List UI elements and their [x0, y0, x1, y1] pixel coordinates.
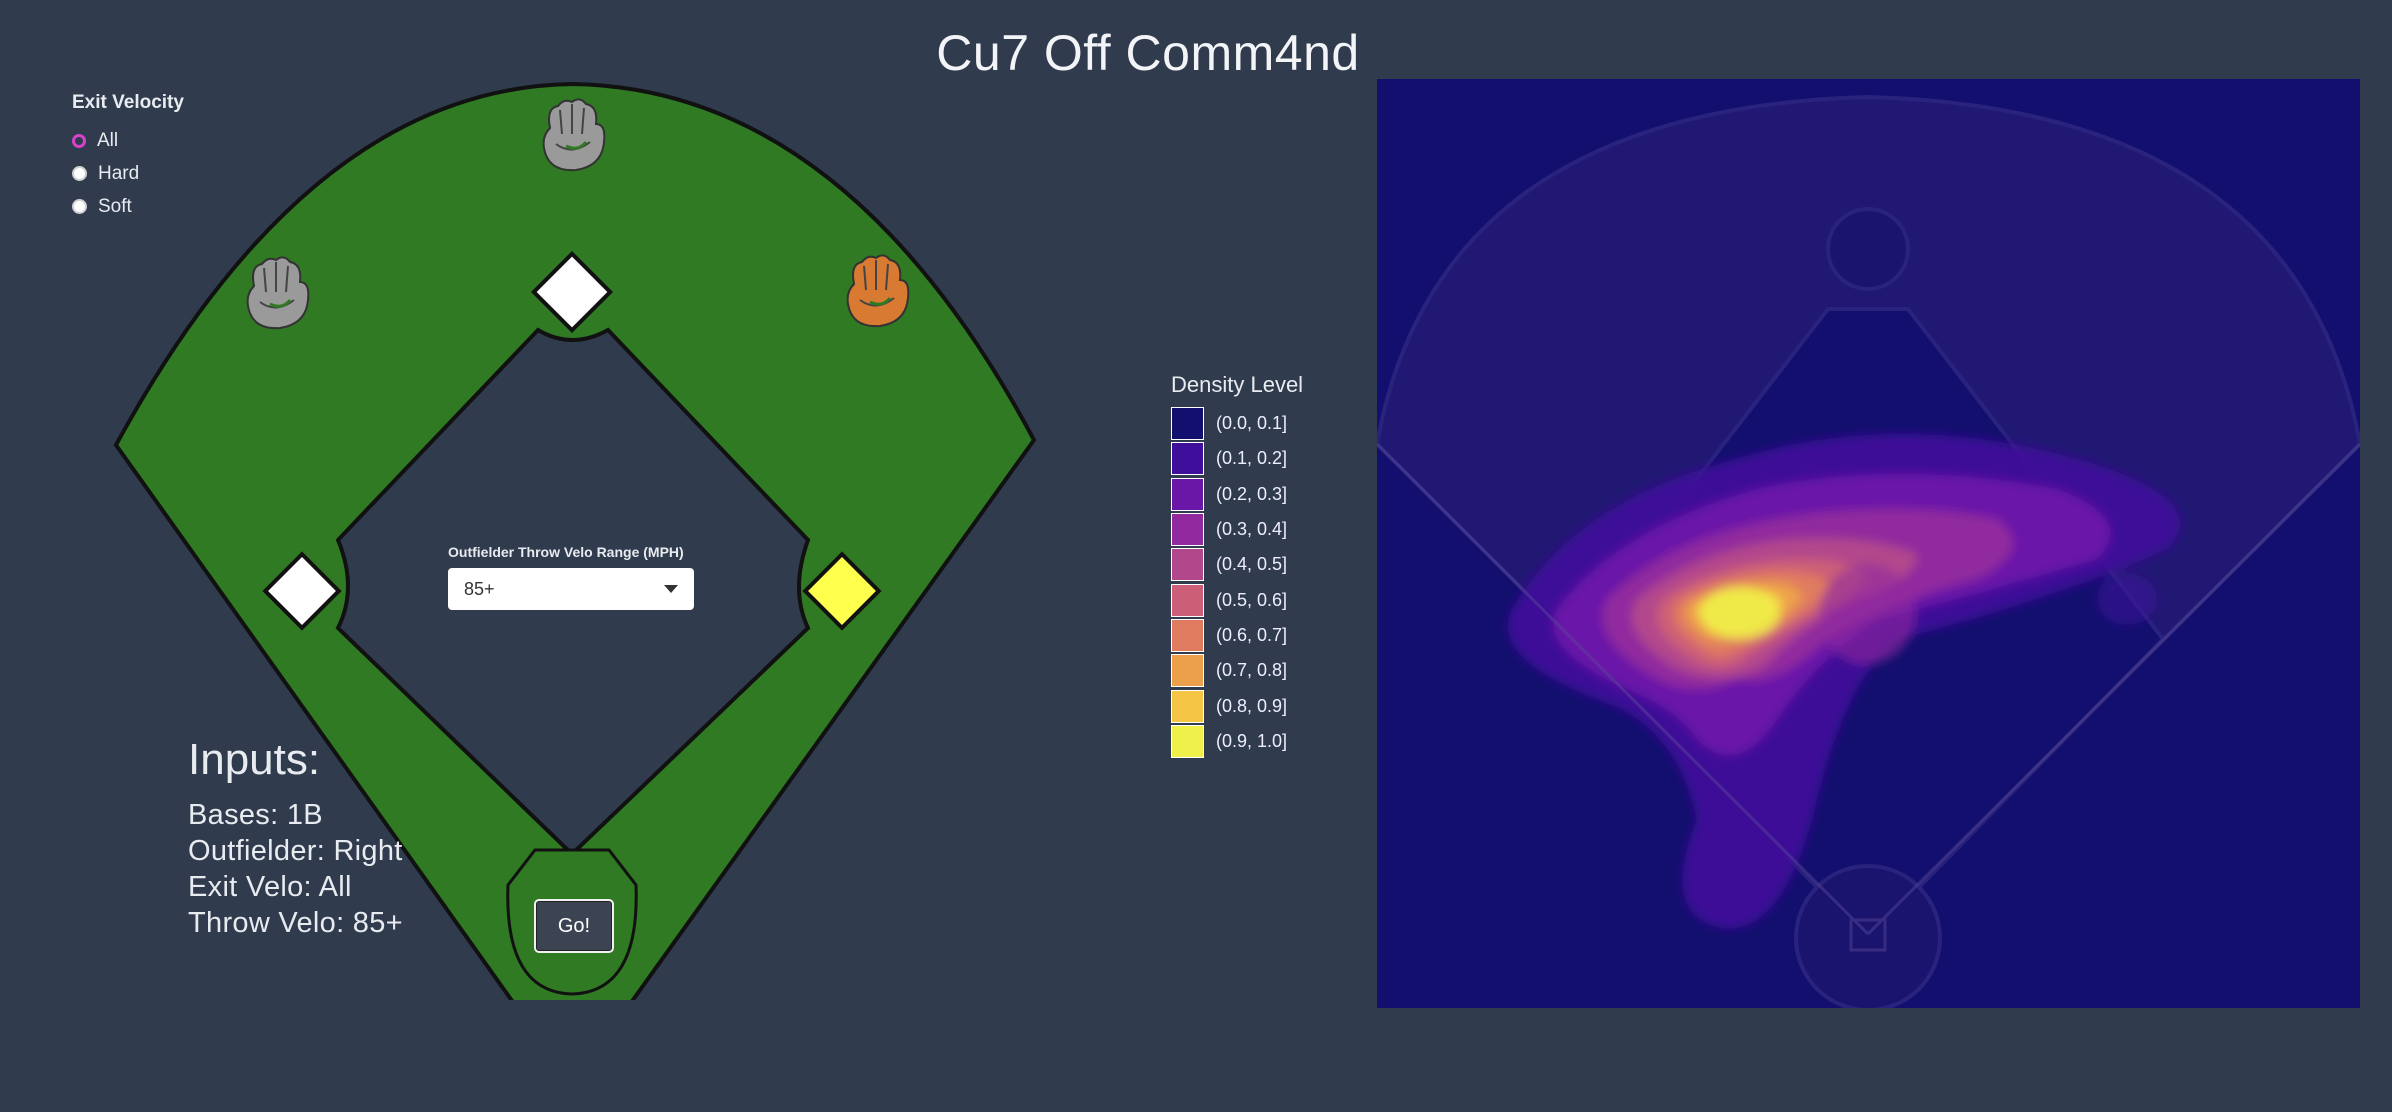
- legend-item: (0.8, 0.9]: [1171, 688, 1303, 723]
- legend-swatch: [1171, 689, 1204, 723]
- exit-velocity-radio-group: Exit Velocity All Hard Soft: [72, 92, 184, 223]
- legend-label: (0.1, 0.2]: [1216, 448, 1288, 469]
- legend-swatch: [1171, 477, 1204, 511]
- inputs-summary: Inputs: Bases: 1B Outfielder: Right Exit…: [188, 735, 403, 941]
- inputs-outfielder: Outfielder: Right: [188, 835, 403, 867]
- exit-velocity-heading: Exit Velocity: [72, 92, 184, 113]
- inputs-heading: Inputs:: [188, 735, 321, 784]
- throw-velo-control: Outfielder Throw Velo Range (MPH) 85+: [448, 544, 694, 610]
- first-base: [802, 551, 882, 631]
- legend-label: (0.3, 0.4]: [1216, 519, 1288, 540]
- legend-swatch: [1171, 513, 1204, 547]
- legend-item: (0.9, 1.0]: [1171, 724, 1303, 759]
- legend-label: (0.2, 0.3]: [1216, 483, 1288, 504]
- legend-swatch: [1171, 618, 1204, 652]
- density-contours: [1507, 434, 2181, 929]
- legend-item: (0.0, 0.1]: [1171, 406, 1303, 441]
- legend-swatch: [1171, 654, 1204, 688]
- go-button[interactable]: Go!: [534, 899, 614, 953]
- density-heatmap: [1377, 79, 2360, 1008]
- legend-swatch: [1171, 583, 1204, 617]
- exit-velocity-option-hard[interactable]: Hard: [72, 157, 184, 190]
- exit-velocity-option-all[interactable]: All: [72, 124, 184, 157]
- legend-label: (0.9, 1.0]: [1216, 730, 1288, 751]
- legend-item: (0.5, 0.6]: [1171, 582, 1303, 617]
- throw-velo-select[interactable]: 85+: [448, 568, 694, 610]
- legend-label: (0.4, 0.5]: [1216, 554, 1288, 575]
- baseball-field: [113, 81, 1037, 1000]
- legend-label: (0.5, 0.6]: [1216, 589, 1288, 610]
- legend-item: (0.6, 0.7]: [1171, 618, 1303, 653]
- radio-label-all: All: [97, 129, 119, 151]
- radio-label-hard: Hard: [98, 162, 140, 184]
- throw-velo-label: Outfielder Throw Velo Range (MPH): [448, 544, 684, 560]
- foul-lines-overlay: [1377, 442, 2360, 952]
- legend-label: (0.8, 0.9]: [1216, 695, 1288, 716]
- radio-hard[interactable]: [72, 166, 87, 181]
- exit-velocity-option-soft[interactable]: Soft: [72, 190, 184, 223]
- inputs-exit-velo: Exit Velo: All: [188, 871, 352, 903]
- second-base: [530, 250, 614, 334]
- legend-label: (0.7, 0.8]: [1216, 660, 1288, 681]
- legend-item: (0.1, 0.2]: [1171, 441, 1303, 476]
- left-fielder-glove-icon[interactable]: [246, 255, 310, 330]
- app-title: Cu7 Off Comm4nd: [936, 25, 1360, 81]
- caret-down-icon: [664, 585, 678, 593]
- density-legend: Density Level (0.0, 0.1] (0.1, 0.2] (0.2…: [1171, 372, 1303, 759]
- legend-swatch: [1171, 724, 1204, 758]
- radio-label-soft: Soft: [98, 195, 132, 217]
- legend-label: (0.6, 0.7]: [1216, 624, 1288, 645]
- legend-item: (0.3, 0.4]: [1171, 512, 1303, 547]
- legend-title: Density Level: [1171, 372, 1304, 397]
- legend-item: (0.7, 0.8]: [1171, 653, 1303, 688]
- legend-swatch: [1171, 548, 1204, 582]
- center-fielder-glove-icon[interactable]: [542, 97, 606, 172]
- legend-swatch: [1171, 442, 1204, 476]
- legend-item: (0.4, 0.5]: [1171, 547, 1303, 582]
- legend-swatch: [1171, 407, 1204, 441]
- inputs-bases: Bases: 1B: [188, 799, 323, 831]
- legend-item: (0.2, 0.3]: [1171, 477, 1303, 512]
- radio-all[interactable]: [72, 133, 86, 148]
- radio-soft[interactable]: [72, 199, 87, 214]
- inputs-throw-velo: Throw Velo: 85+: [188, 907, 403, 939]
- third-base: [262, 551, 342, 631]
- legend-label: (0.0, 0.1]: [1216, 413, 1288, 434]
- throw-velo-value: 85+: [464, 578, 495, 599]
- right-fielder-glove-icon[interactable]: [846, 253, 910, 328]
